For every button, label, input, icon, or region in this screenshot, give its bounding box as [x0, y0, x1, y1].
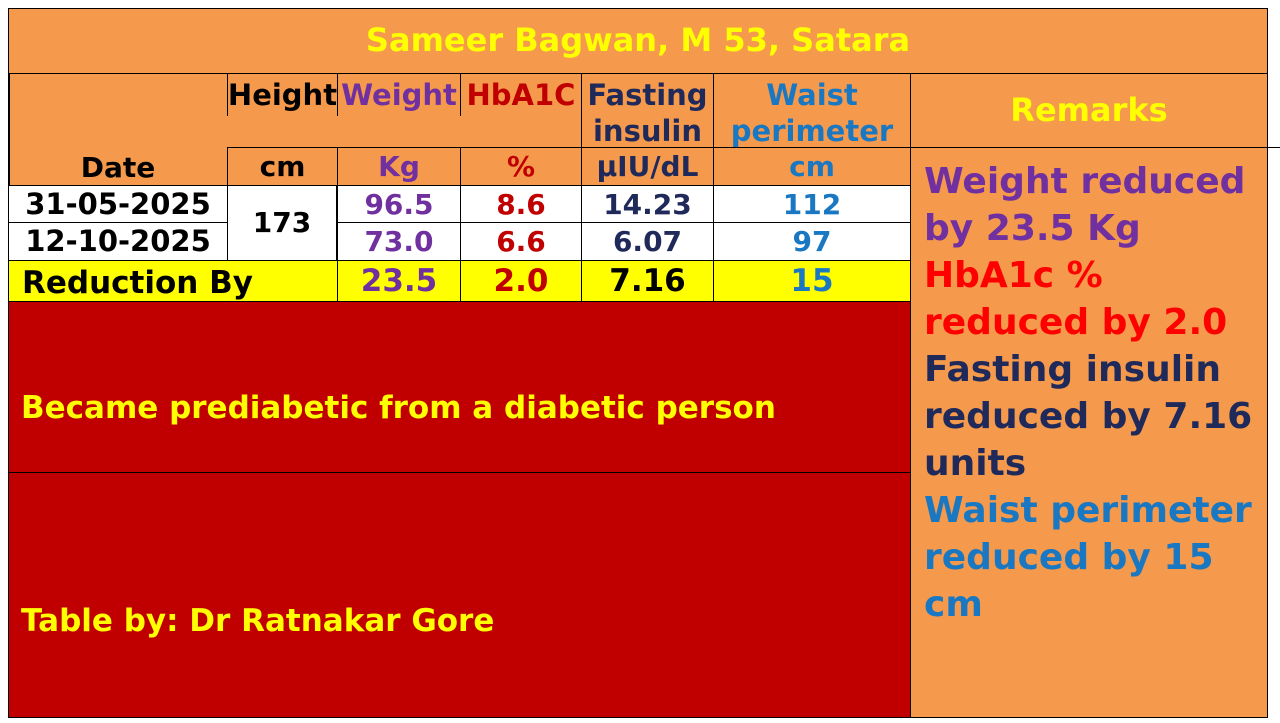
title-divider: [9, 73, 1267, 74]
reduction-fasting: 7.16: [581, 261, 713, 302]
header-hba1c: HbA1C: [460, 74, 581, 116]
unit-row-top-rule: [227, 147, 910, 148]
height-value: 173: [227, 186, 337, 260]
header-date-cell: [9, 74, 227, 185]
table-row-2-fasting: 6.07: [581, 223, 713, 260]
reduction-row: [9, 260, 910, 302]
header-date: Date: [80, 150, 156, 184]
remarks-header-divider: [910, 147, 1280, 148]
message-block: Became prediabetic from a diabetic perso…: [9, 302, 910, 473]
remark-hba1c: HbA1c % reduced by 2.0: [924, 255, 1228, 343]
header-fasting-line1: Fasting: [587, 77, 708, 112]
header-height: Height: [227, 74, 337, 116]
table-row-2-waist: 97: [713, 223, 910, 260]
unit-waist: cm: [713, 148, 910, 185]
table-row-1-hba1c: 8.6: [460, 186, 581, 223]
unit-height: cm: [227, 148, 337, 185]
remark-waist: Waist perimeter reduced by 15 cm: [924, 490, 1252, 625]
row-divider-left: [9, 222, 227, 223]
reduction-weight: 23.5: [337, 261, 460, 302]
header-fasting-line2: insulin: [592, 113, 703, 148]
reduction-waist: 15: [713, 261, 910, 302]
table-row-1-waist: 112: [713, 186, 910, 223]
row-divider-right: [337, 222, 910, 223]
reduction-label: Reduction By: [22, 265, 253, 301]
remark-weight: Weight reduced by 23.5 Kg: [924, 161, 1246, 249]
table-row-2-date: 12-10-2025: [25, 224, 211, 259]
table-row-2-weight: 73.0: [337, 223, 460, 260]
table-row-1-date: 31-05-2025: [25, 187, 211, 222]
unit-fasting: μIU/dL: [581, 148, 713, 185]
table-row-1-fasting: 14.23: [581, 186, 713, 223]
header-remarks: Remarks: [910, 74, 1267, 148]
page-title: Sameer Bagwan, M 53, Satara: [365, 21, 911, 60]
remark-fasting: Fasting insulin reduced by 7.16 units: [924, 349, 1253, 484]
table-row-2-hba1c: 6.6: [460, 223, 581, 260]
reduction-hba1c: 2.0: [460, 261, 581, 302]
header-weight: Weight: [337, 74, 460, 116]
table-row-1-weight: 96.5: [337, 186, 460, 223]
header-waist-line1: Waist: [766, 77, 858, 112]
header-waist: Waist perimeter: [713, 74, 910, 148]
credit-text: Table by: Dr Ratnakar Gore: [21, 603, 495, 639]
unit-hba1c: %: [460, 148, 581, 185]
remarks-body: Weight reduced by 23.5 Kg HbA1c % reduce…: [910, 148, 1267, 717]
header-waist-line2: perimeter: [730, 113, 894, 148]
header-fasting: Fasting insulin: [581, 74, 713, 148]
credit-block: Table by: Dr Ratnakar Gore: [9, 473, 910, 717]
message-text: Became prediabetic from a diabetic perso…: [21, 390, 776, 426]
unit-weight: Kg: [337, 148, 460, 185]
